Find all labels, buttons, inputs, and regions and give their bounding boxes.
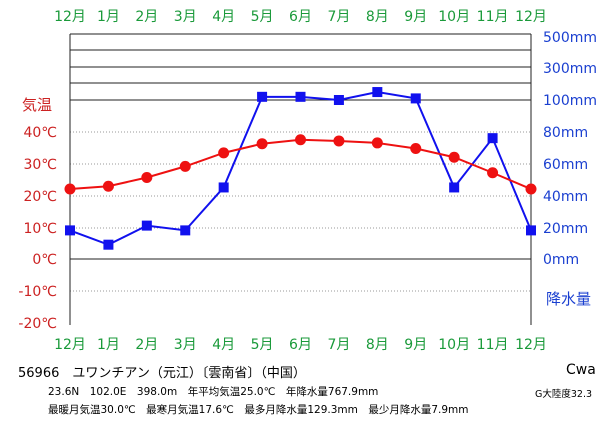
month-label-top: 2月 xyxy=(135,9,158,25)
month-label-top: 3月 xyxy=(174,9,197,25)
precipitation-tick-label: 300mm xyxy=(543,61,597,77)
temperature-point xyxy=(333,135,345,147)
month-label-top: 6月 xyxy=(289,9,312,25)
temperature-point xyxy=(371,137,383,149)
temperature-point xyxy=(179,160,191,172)
temperature-tick-label: 30℃ xyxy=(23,157,57,173)
precipitation-point xyxy=(487,133,498,144)
precipitation-point xyxy=(103,239,114,250)
month-label-bottom: 6月 xyxy=(289,337,312,353)
temperature-tick-label: -20℃ xyxy=(18,316,57,332)
temperature-point xyxy=(141,172,153,184)
month-label-bottom: 9月 xyxy=(404,337,427,353)
month-label-bottom: 12月 xyxy=(515,337,547,353)
precipitation-point xyxy=(333,95,344,105)
temperature-tick-label: -10℃ xyxy=(18,284,57,300)
precipitation-point xyxy=(257,91,268,102)
precipitation-point xyxy=(449,182,460,193)
month-label-top: 7月 xyxy=(327,9,350,25)
month-label-bottom: 10月 xyxy=(438,337,470,353)
precipitation-point xyxy=(410,93,421,104)
month-label-bottom: 5月 xyxy=(251,337,274,353)
precipitation-point xyxy=(218,182,229,193)
month-label-bottom: 7月 xyxy=(327,337,350,353)
temperature-tick-label: 10℃ xyxy=(23,221,57,237)
temperature-tick-label: 0℃ xyxy=(32,252,57,268)
precipitation-tick-label: 20mm xyxy=(543,221,588,237)
precipitation-point xyxy=(65,225,75,236)
precipitation-point xyxy=(295,91,306,102)
month-label-bottom: 2月 xyxy=(135,337,158,353)
month-label-bottom: 12月 xyxy=(54,337,86,353)
precipitation-tick-label: 60mm xyxy=(543,157,588,173)
temperature-point xyxy=(64,183,76,195)
month-label-top: 5月 xyxy=(251,9,274,25)
temperature-axis-ticks: 40℃ 30℃ 20℃ 10℃ 0℃ -10℃ -20℃ xyxy=(18,125,57,332)
precipitation-axis-title: 降水量 xyxy=(546,290,591,308)
temperature-axis-title: 気温 xyxy=(22,96,52,114)
precipitation-axis-ticks: 500mm 300mm 100mm 80mm 60mm 40mm 20mm 0mm xyxy=(543,30,597,268)
temperature-point xyxy=(487,167,499,179)
temperature-point xyxy=(218,147,230,159)
precipitation-point xyxy=(526,225,536,236)
climate-classification: Cwa xyxy=(566,362,596,378)
precipitation-tick-label: 40mm xyxy=(543,189,588,205)
precipitation-series-line xyxy=(69,91,532,246)
month-labels-top: 12月 1月 2月 3月 4月 5月 6月 7月 8月 9月 10月 11月 12月 xyxy=(54,9,547,25)
month-label-bottom: 11月 xyxy=(477,337,509,353)
month-label-top: 10月 xyxy=(438,9,470,25)
precipitation-points xyxy=(65,87,536,250)
temperature-point xyxy=(295,134,306,146)
temperature-point xyxy=(102,180,114,192)
station-stats-line-2: 最暖月気温30.0℃ 最寒月気温17.6℃ 最多月降水量129.3mm 最少月降… xyxy=(48,404,469,416)
month-labels-bottom: 12月 1月 2月 3月 4月 5月 6月 7月 8月 9月 10月 11月 12月 xyxy=(54,337,547,353)
precipitation-tick-label: 0mm xyxy=(543,252,579,268)
continentality-index: G大陸度32.3 xyxy=(535,389,593,400)
temperature-tick-label: 40℃ xyxy=(23,125,57,141)
precipitation-tick-label: 80mm xyxy=(543,125,588,141)
temperature-points xyxy=(64,134,537,195)
precipitation-tick-label: 100mm xyxy=(543,93,597,109)
station-name: 56966 ユワンチアン（元江）〔雲南省〕（中国） xyxy=(18,366,306,381)
temperature-point xyxy=(410,142,422,154)
temperature-tick-label: 20℃ xyxy=(23,189,57,205)
month-label-top: 4月 xyxy=(212,9,235,25)
precipitation-tick-label: 500mm xyxy=(543,30,597,46)
month-label-top: 9月 xyxy=(404,9,427,25)
month-label-top: 12月 xyxy=(54,9,86,25)
temperature-point xyxy=(256,138,268,150)
temperature-point xyxy=(448,151,460,163)
month-label-bottom: 8月 xyxy=(366,337,389,353)
precipitation-point xyxy=(372,87,383,98)
month-label-top: 11月 xyxy=(477,9,509,25)
month-label-top: 8月 xyxy=(366,9,389,25)
precipitation-point xyxy=(141,220,152,231)
temperature-point xyxy=(525,183,537,195)
month-label-bottom: 1月 xyxy=(97,337,120,353)
month-label-bottom: 3月 xyxy=(174,337,197,353)
station-stats-line-1: 23.6N 102.0E 398.0m 年平均気温25.0℃ 年降水量767.9… xyxy=(48,386,379,398)
month-label-top: 1月 xyxy=(97,9,120,25)
month-label-bottom: 4月 xyxy=(212,337,235,353)
month-label-top: 12月 xyxy=(515,9,547,25)
precipitation-point xyxy=(180,225,191,236)
